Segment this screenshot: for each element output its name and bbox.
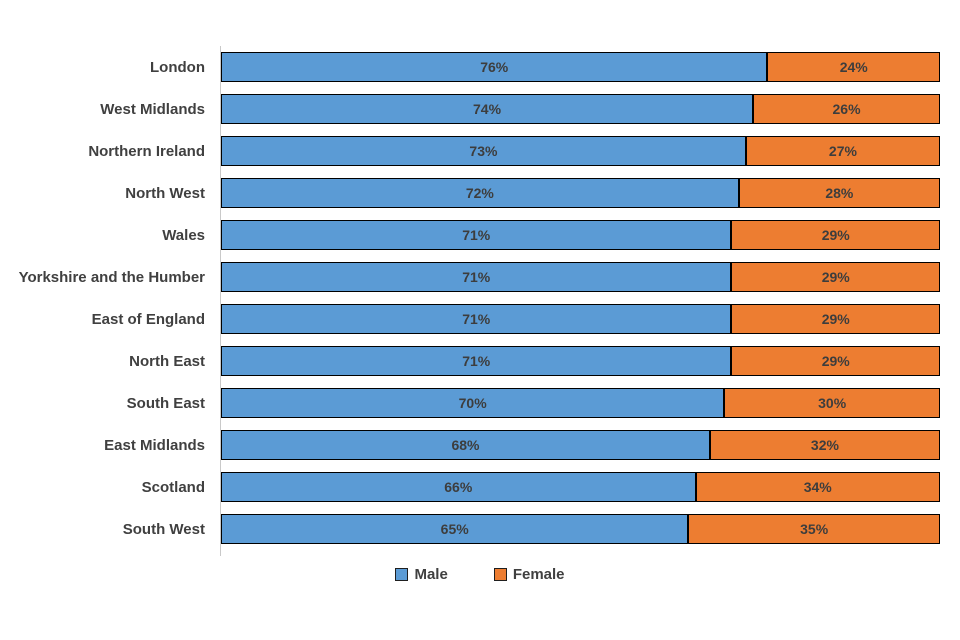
bar-row: Yorkshire and the Humber 71% 29% [0,256,940,298]
bar-row: South East 70% 30% [0,382,940,424]
female-value-label: 35% [800,521,829,537]
category-label: Scotland [141,478,205,496]
male-value-label: 71% [462,353,491,369]
female-bar-segment: 34% [695,472,940,502]
male-bar-segment: 71% [221,304,732,334]
female-value-label: 29% [821,353,850,369]
category-label: Yorkshire and the Humber [18,268,205,286]
legend-item-male: Male [395,566,448,583]
male-value-label: 73% [469,143,498,159]
female-bar-segment: 29% [731,346,940,376]
bar-track: 76% 24% [221,52,940,82]
female-value-label: 26% [832,101,861,117]
bar-track: 68% 32% [221,430,940,460]
male-value-label: 65% [440,521,469,537]
bar-row: Wales 71% 29% [0,214,940,256]
female-value-label: 34% [803,479,832,495]
male-bar-segment: 71% [221,262,732,292]
female-bar-segment: 32% [709,430,940,460]
male-bar-segment: 71% [221,346,732,376]
legend-item-female: Female [493,566,565,583]
female-bar-segment: 24% [767,52,940,82]
chart-rows: London 76% 24% West Midlands 74% 26% Nor… [0,46,940,550]
category-label: Wales [162,226,205,244]
bar-track: 72% 28% [221,178,940,208]
male-bar-segment: 74% [221,94,754,124]
female-bar-segment: 29% [731,220,940,250]
male-value-label: 68% [451,437,480,453]
female-value-label: 29% [821,311,850,327]
male-bar-segment: 66% [221,472,696,502]
bar-row: East of England 71% 29% [0,298,940,340]
bar-row: London 76% 24% [0,46,940,88]
male-legend-swatch [395,568,409,581]
female-legend-swatch [493,568,507,581]
legend: Male Female [0,566,960,583]
female-value-label: 28% [825,185,854,201]
category-label: West Midlands [100,100,205,118]
female-bar-segment: 28% [738,178,940,208]
female-bar-segment: 26% [753,94,940,124]
female-value-label: 24% [839,59,868,75]
female-value-label: 32% [810,437,839,453]
male-value-label: 71% [462,311,491,327]
female-value-label: 29% [821,269,850,285]
bar-track: 71% 29% [221,346,940,376]
female-bar-segment: 29% [731,262,940,292]
male-bar-segment: 73% [221,136,746,166]
male-legend-label: Male [414,566,448,583]
category-label: North West [125,184,205,202]
bar-track: 71% 29% [221,220,940,250]
female-value-label: 30% [818,395,847,411]
female-bar-segment: 30% [724,388,940,418]
bar-track: 71% 29% [221,262,940,292]
bar-row: North East 71% 29% [0,340,940,382]
female-bar-segment: 35% [688,514,940,544]
bar-row: Northern Ireland 73% 27% [0,130,940,172]
male-bar-segment: 68% [221,430,710,460]
bar-row: Scotland 66% 34% [0,466,940,508]
male-bar-segment: 76% [221,52,768,82]
male-value-label: 71% [462,269,491,285]
female-bar-segment: 29% [731,304,940,334]
category-label: London [150,58,205,76]
male-bar-segment: 65% [221,514,689,544]
bar-row: West Midlands 74% 26% [0,88,940,130]
male-bar-segment: 72% [221,178,739,208]
male-bar-segment: 71% [221,220,732,250]
male-value-label: 76% [480,59,509,75]
category-label: Northern Ireland [88,142,205,160]
bar-row: South West 65% 35% [0,508,940,550]
bar-row: East Midlands 68% 32% [0,424,940,466]
category-label: East of England [91,310,205,328]
male-bar-segment: 70% [221,388,725,418]
male-value-label: 72% [465,185,494,201]
category-label: South East [126,394,205,412]
bar-row: North West 72% 28% [0,172,940,214]
male-value-label: 66% [444,479,473,495]
male-value-label: 74% [473,101,502,117]
category-label: North East [129,352,205,370]
female-value-label: 27% [828,143,857,159]
male-value-label: 71% [462,227,491,243]
bar-track: 70% 30% [221,388,940,418]
bar-track: 66% 34% [221,472,940,502]
y-axis-line [220,46,221,556]
bar-track: 73% 27% [221,136,940,166]
female-bar-segment: 27% [745,136,940,166]
category-label: South West [122,520,205,538]
bar-track: 65% 35% [221,514,940,544]
bar-track: 74% 26% [221,94,940,124]
female-value-label: 29% [821,227,850,243]
bar-track: 71% 29% [221,304,940,334]
male-value-label: 70% [458,395,487,411]
category-label: East Midlands [104,436,205,454]
female-legend-label: Female [512,566,565,583]
